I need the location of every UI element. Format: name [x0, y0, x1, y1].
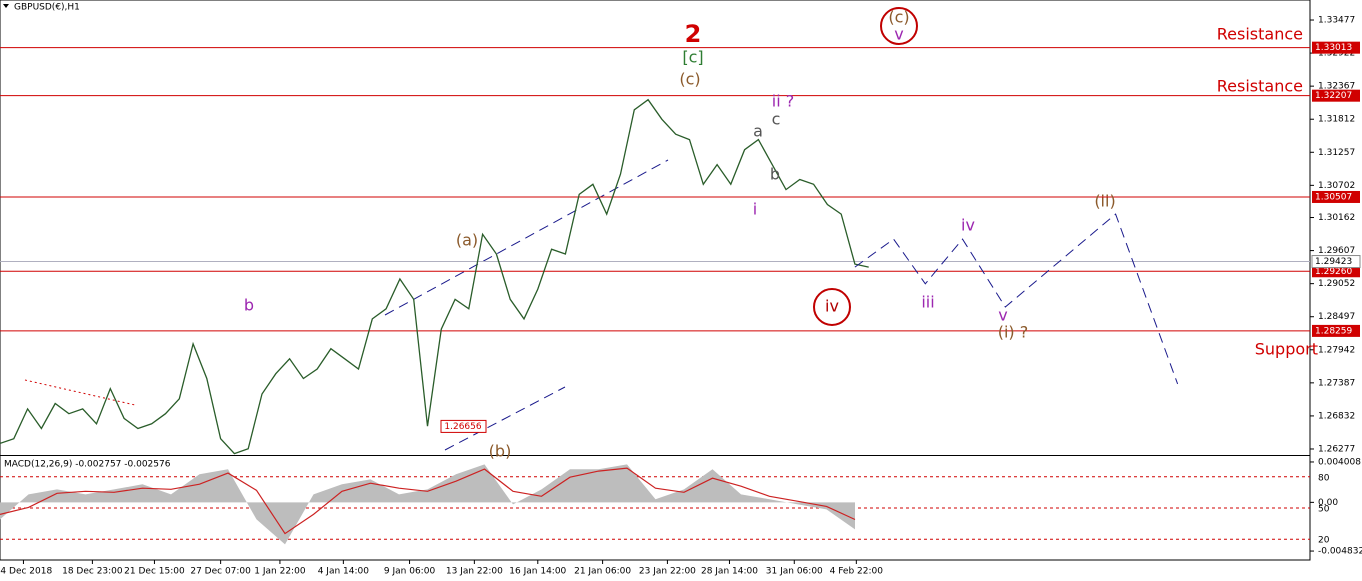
x-tick-label: 13 Jan 22:00	[446, 567, 503, 577]
channel-line	[384, 159, 669, 316]
annotation: (c)	[888, 8, 909, 27]
annotation: (i) ?	[998, 323, 1029, 342]
annotation: 2	[685, 20, 702, 48]
y-tick-label: 1.30702	[1318, 181, 1355, 191]
level-tag-label: 1.29260	[1315, 267, 1352, 277]
level-tick-label: 50	[1318, 505, 1330, 515]
macd-histogram	[0, 464, 855, 545]
annotation: iv	[961, 216, 975, 235]
y-tick-label: 1.26832	[1318, 411, 1355, 421]
macd-tick-label: -0.004832	[1318, 547, 1362, 557]
annotation: i	[753, 200, 757, 219]
y-tick-label: 1.29052	[1318, 279, 1355, 289]
level-tag	[1312, 265, 1360, 278]
y-tick-label: 1.26277	[1318, 444, 1355, 454]
price-line	[0, 98, 869, 455]
current-price-label: 1.29423	[1315, 257, 1352, 267]
annotation: (a)	[456, 231, 478, 250]
macd-tick-label: 0.004008	[1318, 457, 1361, 467]
x-tick-label: 31 Jan 06:00	[766, 567, 823, 577]
annotation: (ii)	[1094, 192, 1115, 211]
y-tick-label: 1.31257	[1318, 148, 1355, 158]
x-tick-label: 4 Feb 22:00	[830, 567, 884, 577]
plot-frame	[0, 0, 1311, 561]
level-name: Support	[1255, 340, 1318, 359]
y-tick-label: 1.30162	[1318, 213, 1355, 223]
level-tag	[1312, 89, 1360, 102]
level-name: Resistance	[1217, 25, 1303, 44]
macd-label: MACD(12,26,9) -0.002757 -0.002576	[4, 460, 171, 470]
trend-line	[24, 379, 136, 406]
annotation: iii	[921, 293, 934, 312]
annotation: iv	[825, 297, 839, 316]
low-marker-box	[440, 419, 487, 433]
level-tag-label: 1.30507	[1315, 192, 1352, 202]
annotation: (b)	[489, 442, 512, 461]
x-tick-label: 21 Dec 15:00	[124, 567, 185, 577]
level-tag	[1312, 324, 1360, 337]
level-tick-label: 80	[1318, 473, 1330, 483]
y-tick-label: 1.31812	[1318, 115, 1355, 125]
menu-icon[interactable]	[3, 4, 9, 8]
y-tick-label: 1.33477	[1318, 16, 1355, 26]
level-name: Resistance	[1217, 77, 1303, 96]
x-tick-label: 9 Jan 06:00	[384, 567, 436, 577]
x-tick-label: 23 Jan 22:00	[639, 567, 696, 577]
y-tick-label: 1.29607	[1318, 246, 1355, 256]
x-tick-label: 16 Jan 14:00	[509, 567, 566, 577]
x-tick-label: 28 Jan 14:00	[701, 567, 758, 577]
projection-line	[854, 213, 1179, 385]
y-tick-label: 1.32367	[1318, 82, 1355, 92]
annotation: (c)	[679, 70, 700, 89]
chart-title: GBPUSD(€),H1	[14, 3, 80, 13]
annotation: ii ?	[772, 92, 794, 111]
annotation: b	[770, 165, 780, 184]
current-price-tag	[1311, 255, 1361, 269]
channel-line	[444, 386, 566, 451]
x-tick-label: 4 Jan 14:00	[318, 567, 370, 577]
annotation: v	[894, 25, 903, 44]
macd-signal	[0, 467, 856, 535]
x-tick-label: 14 Dec 2018	[0, 567, 52, 577]
level-tag-label: 1.33013	[1315, 43, 1352, 53]
y-tick-label: 1.28497	[1318, 312, 1355, 322]
annotation: [c]	[682, 48, 703, 67]
annotation: v	[998, 306, 1007, 325]
x-tick-label: 27 Dec 07:00	[190, 567, 251, 577]
level-tag	[1312, 41, 1360, 54]
y-tick-label: 1.27387	[1318, 378, 1355, 388]
annotation-circle	[880, 7, 918, 45]
annotation: a	[753, 122, 763, 141]
x-tick-label: 1 Jan 22:00	[254, 567, 306, 577]
level-tick-label: 20	[1318, 536, 1330, 546]
y-tick-label: 1.27942	[1318, 345, 1355, 355]
level-tag	[1312, 190, 1360, 203]
macd-tick-label: 0.00	[1318, 498, 1338, 508]
annotation: c	[772, 110, 781, 129]
level-tag-label: 1.32207	[1315, 91, 1352, 101]
annotation-circle	[813, 288, 851, 326]
level-tag-label: 1.28259	[1315, 326, 1352, 336]
low-marker-label: 1.26656	[444, 422, 481, 432]
annotation: b	[244, 296, 254, 315]
x-tick-label: 21 Jan 06:00	[574, 567, 631, 577]
x-tick-label: 18 Dec 23:00	[62, 567, 123, 577]
